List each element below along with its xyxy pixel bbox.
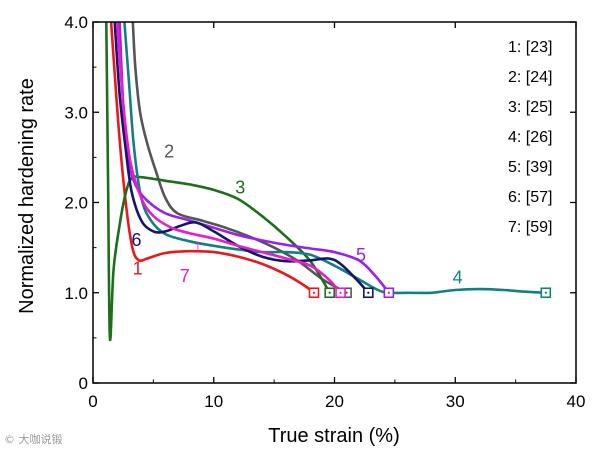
series-3-line (105, 22, 331, 342)
series-3-curve-label: 3 (235, 177, 245, 197)
series-3-end-marker-dot (328, 291, 331, 294)
y-tick-label: 2.0 (64, 194, 88, 213)
series-5-end-marker-dot (387, 291, 390, 294)
series-7-arrow-annotation: ↑ (194, 236, 203, 256)
x-tick-label: 20 (325, 392, 344, 411)
y-tick-label: 4.0 (64, 13, 88, 32)
y-tick-label: 1.0 (64, 284, 88, 303)
series-7-end-marker-dot (339, 291, 342, 294)
series-6-end-marker-dot (367, 291, 370, 294)
legend: 1: [23] 2: [24] 3: [25] 4: [26] 5: [39] 6: [5… (508, 39, 552, 236)
y-axis-label: Normalized hardening rate (16, 78, 38, 314)
x-tick-label: 40 (567, 392, 586, 411)
series-6-line (113, 22, 370, 295)
y-tick-label: 3.0 (64, 103, 88, 122)
legend-entry-3: 3: [25] (508, 99, 552, 116)
series-1-line (109, 22, 316, 295)
series-2-end-marker-dot (345, 291, 348, 294)
curve-labels-layer: 1 2 3 4 5 6 7↑ (131, 141, 462, 287)
series-7-curve-label: 7 (180, 266, 190, 286)
legend-entry-1: 1: [23] (508, 39, 552, 56)
series-1-end-marker-dot (312, 291, 316, 294)
watermark: © 大咖说锻 (4, 432, 63, 446)
series-6-curve-label: 6 (131, 230, 141, 250)
ticks-layer: 0 10 20 30 40 0 1.0 2.0 3.0 4.0 (64, 13, 585, 411)
series-5-line (118, 22, 391, 295)
legend-entry-4: 4: [26] (508, 129, 552, 146)
x-tick-label: 0 (88, 392, 97, 411)
series-5-curve-label: 5 (356, 245, 366, 265)
series-4-curve-label: 4 (453, 268, 463, 288)
legend-entry-7: 7: [59] (508, 219, 552, 236)
legend-entry-6: 6: [57] (508, 189, 552, 206)
curves-layer (105, 22, 548, 342)
x-tick-label: 10 (204, 392, 223, 411)
series-1-curve-label: 1 (133, 259, 143, 279)
series-7-line (115, 22, 342, 295)
x-axis-label: True strain (%) (268, 425, 400, 447)
x-tick-label: 30 (446, 392, 465, 411)
series-4-end-marker-dot (544, 291, 547, 294)
plot-frame (92, 21, 577, 384)
series-2-curve-label: 2 (164, 141, 174, 161)
markers-layer (308, 287, 552, 299)
series-4-line (123, 22, 548, 295)
y-tick-label: 0 (79, 374, 88, 393)
legend-entry-2: 2: [24] (508, 69, 552, 86)
legend-entry-5: 5: [39] (508, 159, 552, 176)
